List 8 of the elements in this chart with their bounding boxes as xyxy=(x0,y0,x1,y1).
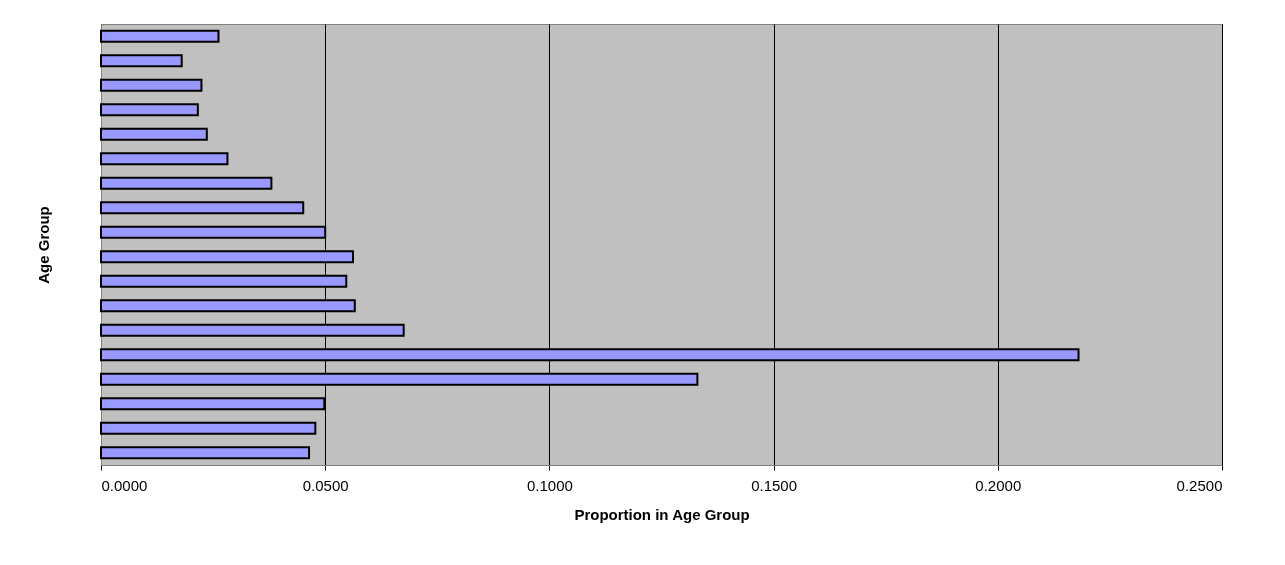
x-axis-title: Proportion in Age Group xyxy=(574,505,750,523)
x-tick-label: 0.2500 xyxy=(1176,476,1223,494)
x-tick-label: 0.1000 xyxy=(526,476,573,494)
x-tick-label: 0.0000 xyxy=(101,476,148,494)
x-tick-label: 0.0500 xyxy=(302,476,349,494)
x-tick-label: 0.2000 xyxy=(975,476,1022,494)
x-tick-label: 0.1500 xyxy=(751,476,798,494)
y-axis-title: Age Group xyxy=(34,206,52,284)
